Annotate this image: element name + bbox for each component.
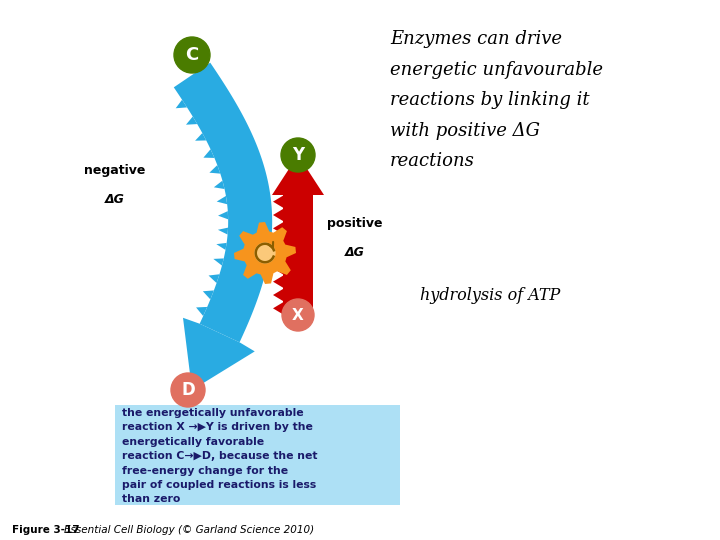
Text: Figure 3-17: Figure 3-17 [12, 525, 87, 535]
Text: Essential Cell Biology (© Garland Science 2010): Essential Cell Biology (© Garland Scienc… [64, 525, 314, 535]
Text: the energetically unfavorable
reaction X →▶Y is driven by the
energetically favo: the energetically unfavorable reaction X… [122, 408, 318, 504]
Polygon shape [272, 155, 324, 195]
Polygon shape [203, 291, 214, 299]
Polygon shape [176, 100, 187, 108]
Polygon shape [217, 196, 227, 204]
Polygon shape [216, 243, 227, 250]
Polygon shape [218, 211, 228, 219]
Text: Y: Y [292, 146, 304, 164]
FancyBboxPatch shape [115, 405, 400, 505]
Polygon shape [214, 181, 225, 189]
Polygon shape [273, 235, 283, 248]
Polygon shape [234, 222, 296, 284]
Text: C: C [185, 46, 199, 64]
Polygon shape [183, 318, 255, 390]
Circle shape [171, 373, 205, 407]
Polygon shape [273, 222, 283, 234]
Polygon shape [196, 307, 207, 316]
Polygon shape [273, 209, 283, 221]
Polygon shape [273, 289, 283, 301]
Text: X: X [292, 307, 304, 322]
Polygon shape [209, 274, 220, 283]
Text: ΔG: ΔG [105, 193, 125, 206]
Text: Enzymes can drive
energetic unfavourable
reactions by linking it
with positive Δ: Enzymes can drive energetic unfavourable… [390, 30, 603, 171]
Circle shape [281, 138, 315, 172]
Polygon shape [204, 149, 215, 158]
Polygon shape [283, 195, 313, 315]
Text: positive: positive [328, 217, 383, 230]
Polygon shape [273, 275, 283, 288]
Circle shape [174, 37, 210, 73]
Polygon shape [273, 249, 283, 261]
Text: negative: negative [84, 164, 145, 177]
Polygon shape [210, 165, 220, 174]
Circle shape [282, 299, 314, 331]
Polygon shape [218, 228, 228, 234]
Polygon shape [195, 133, 206, 141]
Polygon shape [174, 63, 272, 342]
Polygon shape [273, 262, 283, 274]
Text: D: D [181, 381, 195, 399]
Polygon shape [213, 259, 224, 266]
Text: ΔG: ΔG [345, 246, 365, 259]
Polygon shape [273, 302, 283, 314]
Text: hydrolysis of ATP: hydrolysis of ATP [420, 287, 560, 303]
Polygon shape [186, 117, 197, 125]
Circle shape [255, 243, 275, 263]
Polygon shape [273, 195, 283, 208]
